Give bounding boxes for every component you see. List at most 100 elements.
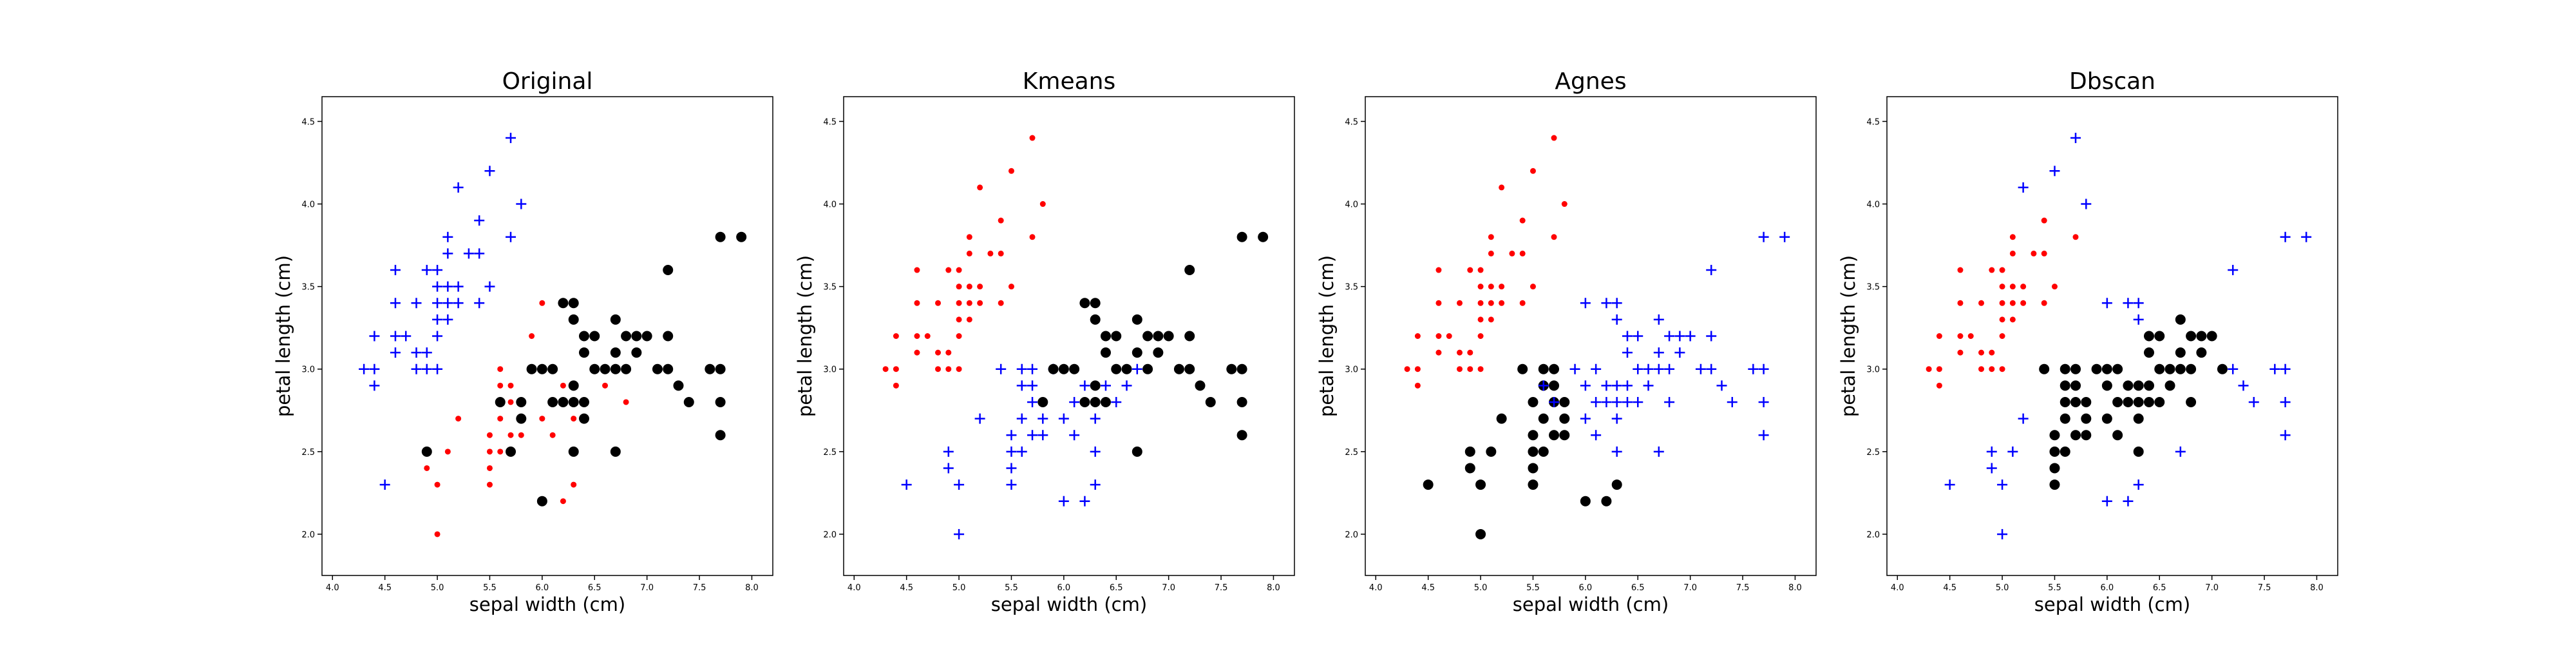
x-tick-label: 5.0	[1996, 583, 2009, 593]
data-point-circle	[578, 396, 589, 407]
data-point-dot	[1477, 300, 1484, 306]
data-point-dot	[956, 366, 962, 372]
data-point-dot	[1530, 168, 1536, 174]
data-point-circle	[1100, 347, 1111, 358]
data-point-circle	[1100, 331, 1111, 342]
data-point-circle	[2070, 363, 2081, 374]
data-point-circle	[641, 331, 652, 342]
y-tick-label: 4.5	[1866, 117, 1880, 127]
data-point-circle	[673, 380, 684, 391]
data-point-cross	[1748, 363, 1759, 374]
data-point-cross	[1027, 380, 1038, 391]
data-point-cross	[1591, 396, 1602, 407]
data-point-circle	[1037, 396, 1048, 407]
data-point-circle	[2112, 363, 2123, 374]
y-tick-label: 3.0	[1866, 365, 1880, 375]
y-tick-label: 3.0	[1345, 365, 1358, 375]
data-point-cross	[1132, 363, 1142, 374]
data-point-cross	[442, 248, 453, 259]
data-point-cross	[1580, 380, 1591, 391]
data-point-circle	[2049, 446, 2060, 457]
data-point-cross	[1591, 430, 1602, 441]
data-point-circle	[2143, 396, 2154, 407]
data-point-dot	[1978, 349, 1985, 356]
data-point-cross	[2070, 133, 2081, 144]
data-point-circle	[1236, 231, 1247, 242]
y-tick-label: 3.5	[823, 283, 837, 293]
data-point-cross	[1006, 430, 1017, 441]
data-point-cross	[1664, 363, 1675, 374]
data-point-dot	[486, 481, 493, 488]
data-point-cross	[474, 248, 485, 259]
x-tick-label: 8.0	[2310, 583, 2324, 593]
data-point-circle	[1528, 479, 1539, 490]
data-point-circle	[2186, 331, 2197, 342]
data-point-circle	[663, 331, 674, 342]
data-point-dot	[1029, 234, 1036, 240]
data-point-dot	[424, 465, 430, 471]
data-point-cross	[1758, 430, 1769, 441]
y-tick-label: 2.5	[1345, 448, 1358, 458]
data-point-circle	[1611, 479, 1622, 490]
data-point-circle	[2070, 430, 2081, 441]
data-point-cross	[1591, 363, 1602, 374]
data-point-cross	[1622, 380, 1633, 391]
x-tick-label: 6.5	[2153, 583, 2166, 593]
data-point-dot	[966, 250, 972, 256]
data-point-circle	[2081, 413, 2092, 424]
data-point-circle	[568, 314, 579, 325]
y-tick-label: 4.0	[1866, 200, 1880, 210]
x-tick-label: 4.0	[848, 583, 861, 593]
data-point-cross	[1058, 496, 1069, 507]
data-point-circle	[2143, 380, 2154, 391]
data-point-dot	[1999, 284, 2005, 290]
data-point-dot	[1936, 333, 1942, 339]
data-point-circle	[589, 331, 600, 342]
data-point-circle	[1163, 331, 1174, 342]
data-point-circle	[652, 363, 663, 374]
data-point-dot	[956, 333, 962, 339]
data-point-dot	[1008, 284, 1014, 290]
x-tick-label: 5.5	[1005, 583, 1018, 593]
x-tick-label: 5.0	[952, 583, 966, 593]
data-point-dot	[893, 366, 899, 372]
data-point-cross	[1016, 446, 1027, 457]
data-point-cross	[1653, 363, 1664, 374]
data-point-cross	[1611, 446, 1622, 457]
data-point-dot	[882, 366, 889, 372]
data-point-cross	[421, 265, 432, 276]
data-point-cross	[1997, 528, 2008, 539]
data-point-circle	[631, 347, 642, 358]
data-point-dot	[1467, 267, 1473, 273]
data-point-circle	[1496, 413, 1507, 424]
data-point-circle	[2123, 380, 2134, 391]
data-point-circle	[1236, 430, 1247, 441]
data-point-circle	[1423, 479, 1434, 490]
data-point-cross	[1653, 446, 1664, 457]
data-point-circle	[1549, 363, 1560, 374]
data-point-circle	[1236, 363, 1247, 374]
data-point-cross	[2101, 496, 2112, 507]
data-point-cross	[463, 248, 474, 259]
data-point-circle	[2186, 396, 2197, 407]
x-tick-label: 6.0	[1057, 583, 1071, 593]
data-point-circle	[516, 396, 527, 407]
data-point-dot	[539, 416, 545, 422]
data-point-dot	[1488, 300, 1494, 306]
data-point-circle	[506, 446, 516, 457]
data-point-cross	[1622, 347, 1633, 358]
data-point-cross	[2301, 231, 2312, 242]
data-point-cross	[1027, 396, 1038, 407]
data-point-dot	[914, 267, 920, 273]
data-point-circle	[683, 396, 694, 407]
plot-frame	[1365, 96, 1817, 576]
data-point-circle	[2101, 413, 2112, 424]
data-point-cross	[2280, 231, 2291, 242]
data-point-circle	[2175, 347, 2186, 358]
data-point-dot	[1957, 300, 1964, 306]
data-point-cross	[1611, 413, 1622, 424]
data-point-dot	[497, 382, 504, 389]
y-axis-label: petal length (cm)	[1316, 255, 1338, 417]
x-tick-label: 4.0	[326, 583, 339, 593]
data-point-cross	[2175, 446, 2186, 457]
